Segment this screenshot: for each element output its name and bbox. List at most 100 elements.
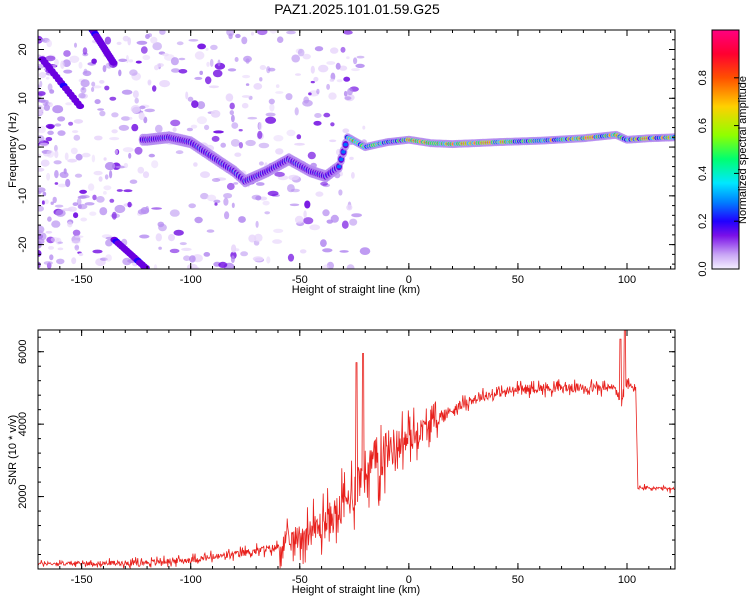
spectrogram-cell	[220, 142, 226, 148]
spectrogram-cell	[78, 61, 83, 69]
snr-x-label: Height of straight line (km)	[292, 584, 420, 596]
spectrogram-cell	[199, 70, 203, 75]
spectrogram-cell	[213, 199, 221, 204]
spectrogram-cell	[274, 171, 285, 177]
colorbar-tick-label: 0.6	[697, 118, 709, 133]
spectrogram-cell	[343, 142, 348, 147]
x-tick-label: -150	[71, 274, 93, 286]
spectrogram-cell	[169, 209, 180, 217]
spectrogram-cell	[38, 167, 45, 172]
spectrogram-cell	[194, 51, 205, 60]
spectrogram-cell	[214, 62, 226, 70]
x-tick-label: -150	[71, 574, 93, 586]
spectrogram-cell	[72, 229, 81, 236]
spectrogram-cell	[188, 203, 196, 209]
spectrogram-cell	[56, 258, 65, 265]
spectrogram-cell	[52, 196, 57, 204]
snr-panel: -150 -100 -50 0 50 100 2000 4000 6000 Height of…	[7, 329, 676, 596]
spectrogram-cell	[253, 83, 263, 90]
spectrogram-cell	[65, 102, 73, 106]
spectrogram-cell	[44, 199, 49, 205]
spectrogram-cell	[229, 102, 235, 110]
spectrogram-cell	[102, 65, 107, 73]
spectrogram-cell	[74, 42, 77, 48]
spectrogram-cell	[60, 60, 65, 69]
spectrogram-cell	[57, 116, 66, 122]
spectrogram-cell	[75, 153, 83, 161]
spectrogram-cell	[326, 83, 330, 90]
spectrogram-cell	[241, 95, 251, 98]
spectrogram-cell	[155, 233, 162, 242]
spectrogram-cell	[197, 43, 207, 50]
spectrogram-cell	[154, 64, 159, 71]
spectrogram-cell	[142, 54, 151, 61]
spectrogram-cell	[74, 235, 84, 238]
spectrogram-cell	[343, 30, 353, 35]
spectrogram-cell	[240, 251, 249, 257]
spectrogram-cell	[81, 87, 85, 91]
spectrogram-cell	[47, 124, 54, 130]
spectrogram-cell	[148, 153, 155, 158]
spectrogram-cell	[359, 247, 371, 256]
spectrogram-cell	[310, 80, 315, 84]
spectrogram-cell	[322, 264, 330, 269]
spectrogram-cell	[314, 46, 324, 52]
y-tick-label: 10	[17, 92, 29, 104]
spectrogram-cell	[231, 244, 237, 253]
spectrogram-cell	[318, 64, 329, 73]
spectrogram-cell	[341, 220, 349, 229]
spectrogram-cell	[38, 225, 45, 234]
spectrogram-cell	[170, 119, 181, 127]
spectrogram-cell	[343, 90, 348, 97]
spectrogram-cell	[105, 254, 112, 262]
spectrogram-cell	[223, 197, 229, 206]
spectrogram-cell	[152, 85, 157, 92]
spectrogram-cell	[189, 255, 196, 263]
spectrogram-cell	[104, 162, 116, 171]
spectrogram-cell	[349, 218, 358, 226]
spectrogram-cell	[259, 77, 263, 82]
colorbar-tick-label: 0.2	[697, 214, 709, 229]
spectrogram-cell	[122, 147, 134, 153]
spectrogram-cell	[50, 237, 59, 243]
spectrogram-cell	[91, 154, 96, 163]
spectrogram-cell	[99, 207, 108, 216]
spectrogram-cell	[264, 211, 271, 215]
spectrogram-cell	[54, 204, 64, 208]
spectrogram-cell	[139, 105, 146, 110]
spectrogram-cell	[267, 190, 279, 197]
spectrogram-cell	[194, 76, 203, 80]
spectrogram-cell	[212, 69, 223, 78]
spectrogram-cell	[291, 54, 301, 63]
spectrogram-cell	[258, 161, 264, 166]
spectrogram-cell	[51, 220, 61, 228]
spectrogram-cell	[54, 170, 59, 179]
spectrogram-cell	[96, 196, 105, 203]
spectrogram-cell	[43, 261, 53, 265]
spectrogram-cell	[329, 139, 337, 143]
spectrogram-cell	[188, 39, 199, 42]
spectrogram-cell	[200, 171, 210, 179]
spectrogram-cell	[111, 211, 117, 220]
spectrogram-cell	[178, 57, 186, 61]
y-tick-label: 6000	[17, 339, 29, 363]
spectrogram-cell	[273, 228, 284, 233]
spectrogram-x-axis: -150 -100 -50 0 50 100	[59, 30, 672, 286]
spectrogram-cell	[121, 116, 131, 121]
spectrogram-cell	[277, 36, 284, 43]
spectrogram-cell	[103, 157, 107, 161]
spectrogram-cell	[49, 254, 54, 261]
spectrogram-cell	[206, 61, 210, 67]
spectrogram-cell	[140, 46, 148, 54]
spectrogram-cell	[175, 150, 184, 155]
spectrogram-cell	[286, 30, 296, 35]
spectrogram-cell	[289, 203, 300, 207]
spectrogram-cell	[141, 264, 150, 269]
spectrogram-cell	[309, 224, 321, 231]
spectrogram-cell	[200, 192, 209, 200]
x-tick-label: -50	[292, 574, 308, 586]
spectrogram-cell	[185, 91, 189, 100]
spectrogram-cell	[231, 122, 239, 129]
spectrogram-cell	[137, 166, 145, 174]
